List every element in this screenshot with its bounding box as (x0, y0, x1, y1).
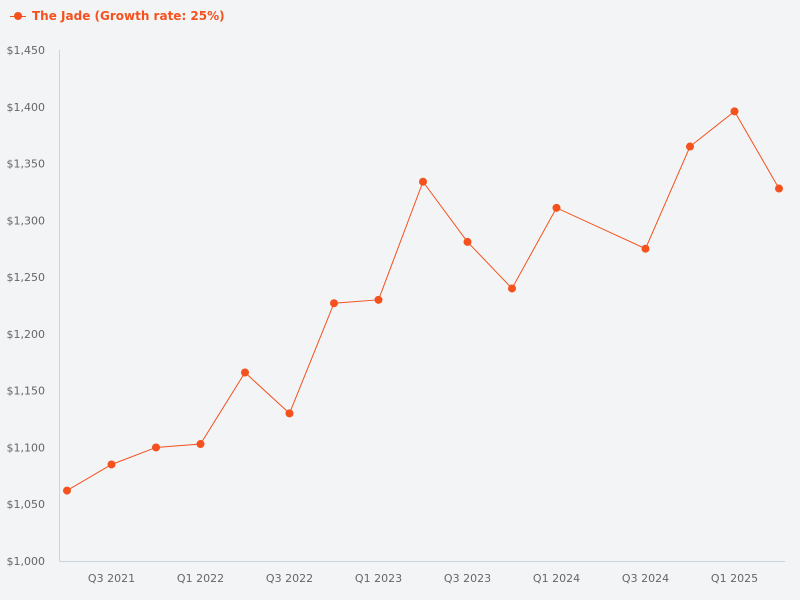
y-tick-label: $1,350 (7, 158, 46, 171)
data-point[interactable]: Q1 2025: $1,396 (730, 107, 739, 116)
series-the-jade: Q2 2021: $1,062 Q3 2021: $1,085 Q4 2021: $… (63, 107, 783, 495)
legend-item[interactable]: The Jade (Growth rate: 25%) (10, 9, 225, 23)
y-tick-label: $1,150 (7, 385, 46, 398)
data-point[interactable]: Q3 2023: $1,281 (463, 237, 472, 246)
x-tick-label: Q3 2021 (88, 572, 135, 585)
data-point[interactable]: Q2 2025: $1,328 (775, 184, 783, 193)
data-point[interactable]: Q1 2023: $1,230 (374, 295, 383, 304)
data-point[interactable]: Q2 2023: $1,334 (419, 177, 427, 186)
x-tick-label: Q1 2025 (711, 572, 758, 585)
y-tick-label: $1,400 (7, 101, 46, 114)
y-tick-label: $1,000 (7, 555, 46, 568)
y-tick-label: $1,050 (7, 498, 46, 511)
legend-marker-icon (10, 12, 26, 20)
y-tick-label: $1,450 (7, 44, 46, 57)
data-point[interactable]: Q1 2022: $1,103 (196, 440, 205, 449)
data-point[interactable]: Q3 2022: $1,130 (285, 409, 294, 418)
data-point[interactable]: Q2 2022: $1,166 (241, 368, 249, 377)
data-point[interactable]: Q4 2021: $1,100 (152, 443, 160, 452)
data-point[interactable]: Q4 2024: $1,365 (686, 142, 694, 151)
data-point[interactable]: Q2 2021: $1,062 (63, 486, 71, 495)
data-point[interactable]: Q3 2024: $1,275 (641, 244, 650, 253)
y-tick-label: $1,250 (7, 271, 46, 284)
y-axis: $1,000 $1,050 $1,100 $1,150 $1,200 $1,250 $1,3… (7, 44, 60, 568)
data-point[interactable]: Q3 2021: $1,085 (107, 460, 116, 469)
x-tick-label: Q3 2022 (266, 572, 313, 585)
y-tick-label: $1,200 (7, 328, 46, 341)
x-tick-label: Q1 2022 (177, 572, 224, 585)
x-tick-label: Q1 2024 (533, 572, 580, 585)
x-tick-label: Q1 2023 (355, 572, 402, 585)
y-tick-label: $1,300 (7, 214, 46, 227)
data-point[interactable]: Q4 2022: $1,227 (330, 299, 338, 308)
y-tick-label: $1,100 (7, 441, 46, 454)
series-line (66, 110, 780, 492)
x-axis: Q3 2021 Q1 2022 Q3 2022 Q1 2023 Q3 2023 Q1 20… (59, 561, 785, 585)
data-point[interactable]: Q4 2023: $1,240 (508, 284, 516, 293)
legend-label: The Jade (Growth rate: 25%) (32, 9, 225, 23)
x-tick-label: Q3 2024 (622, 572, 669, 585)
x-tick-label: Q3 2023 (444, 572, 491, 585)
data-point[interactable]: Q1 2024: $1,311 (552, 203, 561, 212)
